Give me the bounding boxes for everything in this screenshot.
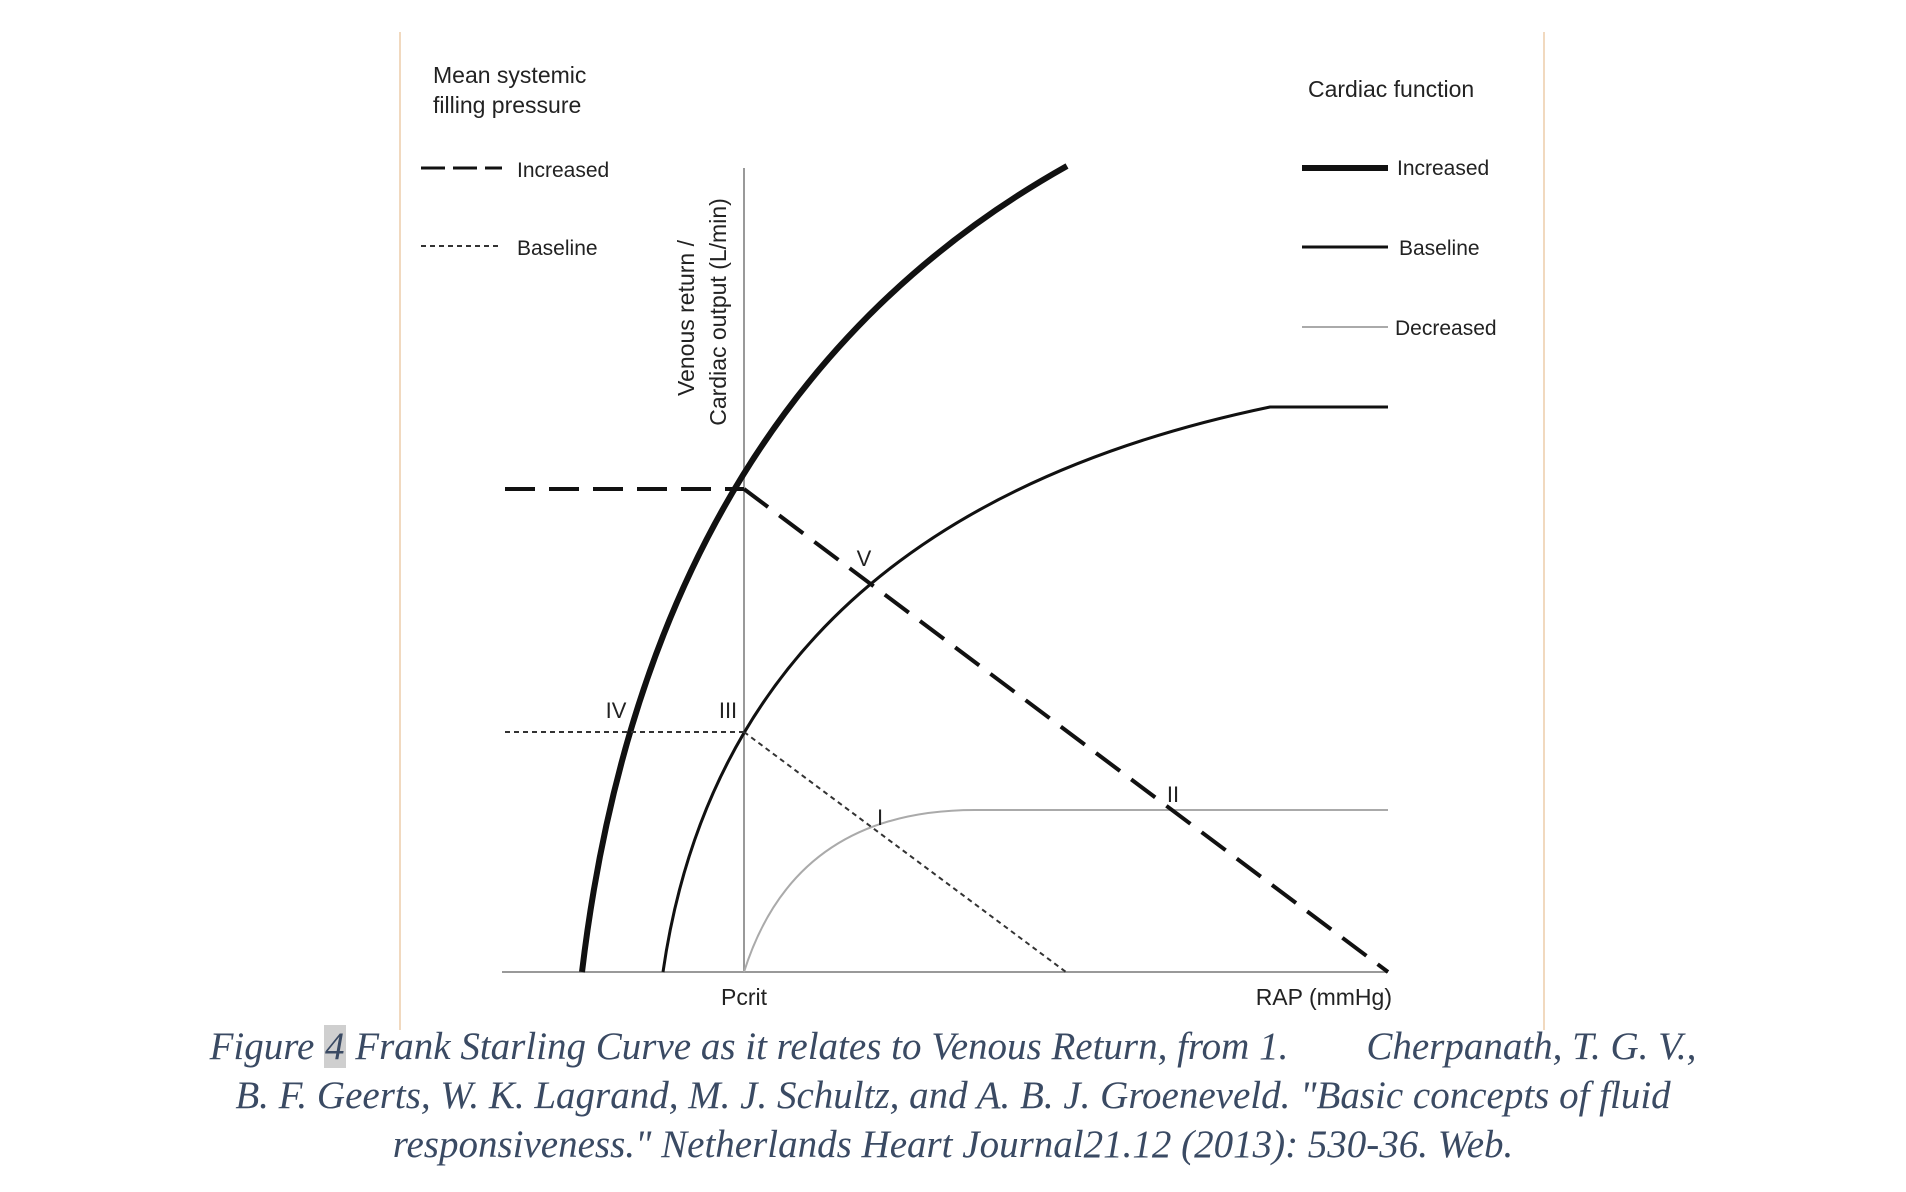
caption-figure-number: 4	[324, 1025, 346, 1068]
legend-right-decreased-label: Decreased	[1395, 317, 1497, 340]
figure-caption: Figure 4 Frank Starling Curve as it rela…	[100, 1022, 1806, 1169]
caption-prefix: Figure	[209, 1025, 325, 1068]
legend-right-increased-label: Increased	[1397, 157, 1489, 180]
cardiac-increased-curve	[579, 163, 1069, 973]
legend-cardiac-function: Cardiac function Increased Baseline Decr…	[1302, 76, 1497, 340]
point-label-v: V	[857, 546, 872, 571]
caption-line-1-rest: Frank Starling Curve as it relates to Ve…	[345, 1025, 1697, 1068]
point-label-i: I	[877, 805, 883, 830]
caption-line-3: responsiveness." Netherlands Heart Journ…	[392, 1123, 1514, 1166]
legend-left-title-line2: filling pressure	[433, 92, 581, 118]
venous-baseline-curve	[743, 731, 1067, 973]
x-axis-label: RAP (mmHg)	[1256, 984, 1392, 1010]
legend-right-title: Cardiac function	[1308, 76, 1474, 102]
legend-filling-pressure: Mean systemic filling pressure Increased…	[421, 62, 609, 260]
caption-line-1: Figure 4 Frank Starling Curve as it rela…	[100, 1022, 1806, 1071]
point-label-iii: III	[719, 698, 737, 723]
point-label-iv: IV	[606, 698, 627, 723]
x-marker-pcrit: Pcrit	[721, 984, 768, 1010]
caption-line-2: B. F. Geerts, W. K. Lagrand, M. J. Schul…	[235, 1074, 1671, 1117]
y-axis-label-line1: Venous return /	[673, 239, 699, 396]
venous-increased-curve	[742, 487, 1390, 974]
point-label-ii: II	[1167, 782, 1179, 807]
y-axis-label-line2: Cardiac output (L/min)	[705, 198, 731, 426]
legend-left-title-line1: Mean systemic	[433, 62, 586, 88]
cardiac-baseline-curve	[661, 405, 1388, 973]
legend-right-baseline-label: Baseline	[1399, 237, 1480, 260]
legend-left-baseline-label: Baseline	[517, 237, 598, 260]
cardiac-decreased-curve	[743, 809, 1388, 973]
legend-left-increased-label: Increased	[517, 159, 609, 182]
